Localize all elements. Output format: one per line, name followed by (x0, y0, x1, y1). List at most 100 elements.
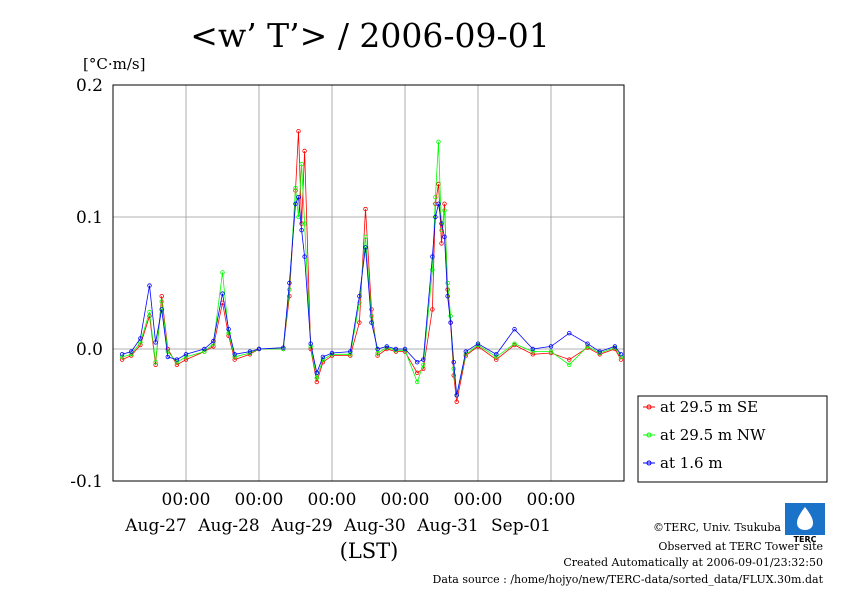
data-point (138, 340, 143, 345)
x-tick-hour: 00:00 (308, 490, 357, 510)
data-point (232, 352, 237, 357)
data-point (281, 345, 286, 350)
data-point (165, 349, 170, 354)
plot-frame (112, 84, 625, 482)
data-point (612, 344, 618, 349)
data-point (433, 214, 438, 220)
data-point (415, 360, 420, 365)
data-point (293, 185, 298, 191)
data-point (585, 344, 590, 349)
data-point (618, 357, 624, 362)
data-point (183, 354, 189, 360)
series-1 (119, 128, 624, 404)
y-axis-label: [°C·m/s] (83, 55, 145, 73)
legend-label: at 29.5 m NW (660, 426, 766, 444)
data-point (287, 280, 292, 286)
data-point (174, 357, 180, 362)
data-point (226, 331, 231, 336)
data-point (174, 360, 180, 365)
data-point (329, 352, 335, 357)
data-point (618, 352, 624, 357)
legend-entry: at 1.6 m (643, 454, 723, 472)
data-point (384, 345, 389, 350)
y-tick-label: 0.0 (76, 340, 103, 360)
x-tick-date: Sep-01 (491, 516, 551, 536)
data-point (530, 349, 535, 354)
data-point (159, 299, 164, 304)
data-point (530, 352, 535, 357)
data-point (314, 370, 319, 375)
data-point (211, 344, 216, 349)
source-text: Data source : /home/hojyo/new/TERC-data/… (433, 573, 824, 586)
data-point (129, 352, 134, 357)
data-point (421, 357, 426, 362)
created-text: Created Automatically at 2006-09-01/23:3… (563, 556, 823, 569)
data-point (454, 393, 459, 398)
data-point (299, 227, 304, 233)
legend-marker (646, 404, 652, 410)
data-point (329, 350, 335, 356)
data-point (402, 349, 408, 354)
data-point (247, 349, 253, 354)
legend-entry: at 29.5 m NW (643, 426, 766, 444)
data-point (442, 201, 447, 206)
data-point (147, 309, 152, 315)
data-point (153, 362, 158, 367)
data-point (314, 379, 319, 385)
x-tick-date: Aug-30 (343, 516, 405, 536)
terc-logo: TERC (785, 503, 825, 544)
data-point (302, 148, 307, 154)
x-tick-date: Aug-27 (124, 516, 186, 536)
data-point (147, 283, 152, 288)
legend: at 29.5 m SE at 29.5 m NW at 1.6 m (637, 395, 828, 483)
data-point (211, 341, 216, 346)
data-point (393, 349, 399, 354)
data-point (320, 354, 326, 360)
data-point (153, 340, 158, 345)
y-tick-label: -0.1 (70, 472, 103, 492)
data-point (296, 194, 301, 200)
data-point (597, 349, 602, 354)
series-group (119, 128, 624, 404)
data-point (512, 327, 517, 332)
data-point (357, 300, 362, 305)
x-tick-hour: 00:00 (527, 490, 576, 510)
data-point (119, 357, 125, 362)
series-2 (119, 139, 624, 398)
data-point (314, 375, 319, 381)
data-point (567, 357, 572, 362)
data-point (348, 352, 353, 357)
y-tick-label: 0.2 (76, 76, 103, 96)
data-point (247, 352, 253, 357)
data-point (363, 234, 368, 239)
data-point (585, 341, 590, 346)
data-point (220, 291, 225, 296)
data-point (448, 313, 453, 319)
data-point (375, 350, 380, 356)
data-point (232, 357, 237, 362)
data-point (415, 379, 420, 385)
data-point (494, 352, 499, 357)
data-point (430, 254, 435, 259)
x-tick-hour: 00:00 (235, 490, 284, 510)
series-line (121, 131, 622, 402)
data-point (548, 344, 554, 349)
data-point (436, 139, 441, 144)
site-text: Observed at TERC Tower site (658, 540, 823, 553)
logo-text: TERC (794, 535, 817, 544)
data-point (138, 336, 143, 341)
data-point (421, 362, 426, 367)
data-point (451, 373, 456, 378)
data-point (442, 208, 447, 213)
data-point (287, 287, 292, 292)
data-point (451, 366, 456, 371)
y-tick-label: 0.1 (76, 208, 103, 228)
data-point (183, 357, 189, 362)
legend-marker (646, 460, 652, 466)
data-point (357, 320, 362, 325)
data-point (454, 399, 459, 404)
data-point (448, 320, 453, 325)
x-tick-hour: 00:00 (381, 490, 430, 510)
data-point (202, 349, 207, 354)
